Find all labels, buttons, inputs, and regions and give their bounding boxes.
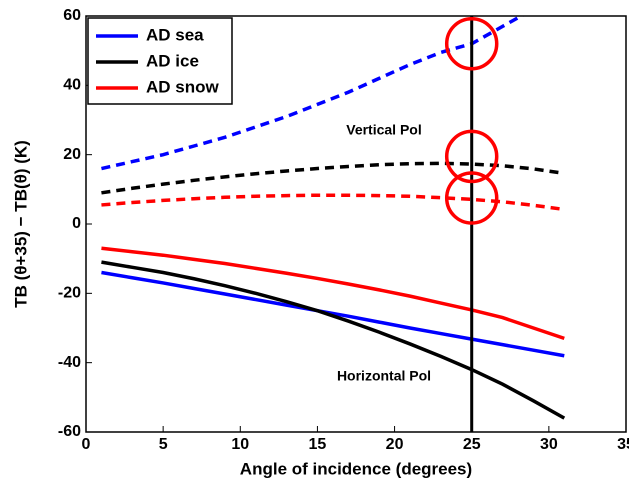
x-tick-label: 15 xyxy=(309,436,327,453)
x-tick-label: 20 xyxy=(386,436,404,453)
x-tick-label: 5 xyxy=(159,436,168,453)
horizontal-line xyxy=(101,270,565,358)
x-tick-label: 30 xyxy=(540,436,558,453)
annotation: Vertical Pol xyxy=(346,122,421,138)
x-tick-label: 35 xyxy=(617,436,629,453)
y-axis-label: TB (θ+35) − TB(θ) (K) xyxy=(11,140,30,308)
y-tick-label: 0 xyxy=(72,215,81,232)
plot-area xyxy=(101,16,566,432)
legend-label: AD snow xyxy=(146,77,220,96)
y-tick-label: -60 xyxy=(58,423,81,440)
horizontal-line xyxy=(101,246,565,341)
highlight-circle xyxy=(444,129,499,184)
x-tick-label: 25 xyxy=(463,436,481,453)
vertical-line xyxy=(101,161,565,195)
x-tick-label: 10 xyxy=(231,436,249,453)
x-axis-label: Angle of incidence (degrees) xyxy=(240,459,472,478)
highlight-circle xyxy=(444,16,499,71)
y-tick-label: -40 xyxy=(58,354,81,371)
annotation: Horizontal Pol xyxy=(337,368,431,384)
legend-label: AD ice xyxy=(146,51,199,70)
legend-label: AD sea xyxy=(146,25,204,44)
x-tick-label: 0 xyxy=(82,436,91,453)
horizontal-line xyxy=(101,260,566,420)
y-tick-label: 20 xyxy=(63,146,81,163)
y-tick-label: -20 xyxy=(58,285,81,302)
highlight-circle xyxy=(444,171,499,225)
y-tick-label: 40 xyxy=(63,77,81,94)
vertical-line xyxy=(101,193,565,212)
vertical-line xyxy=(101,16,525,171)
y-tick-label: 60 xyxy=(63,7,81,24)
